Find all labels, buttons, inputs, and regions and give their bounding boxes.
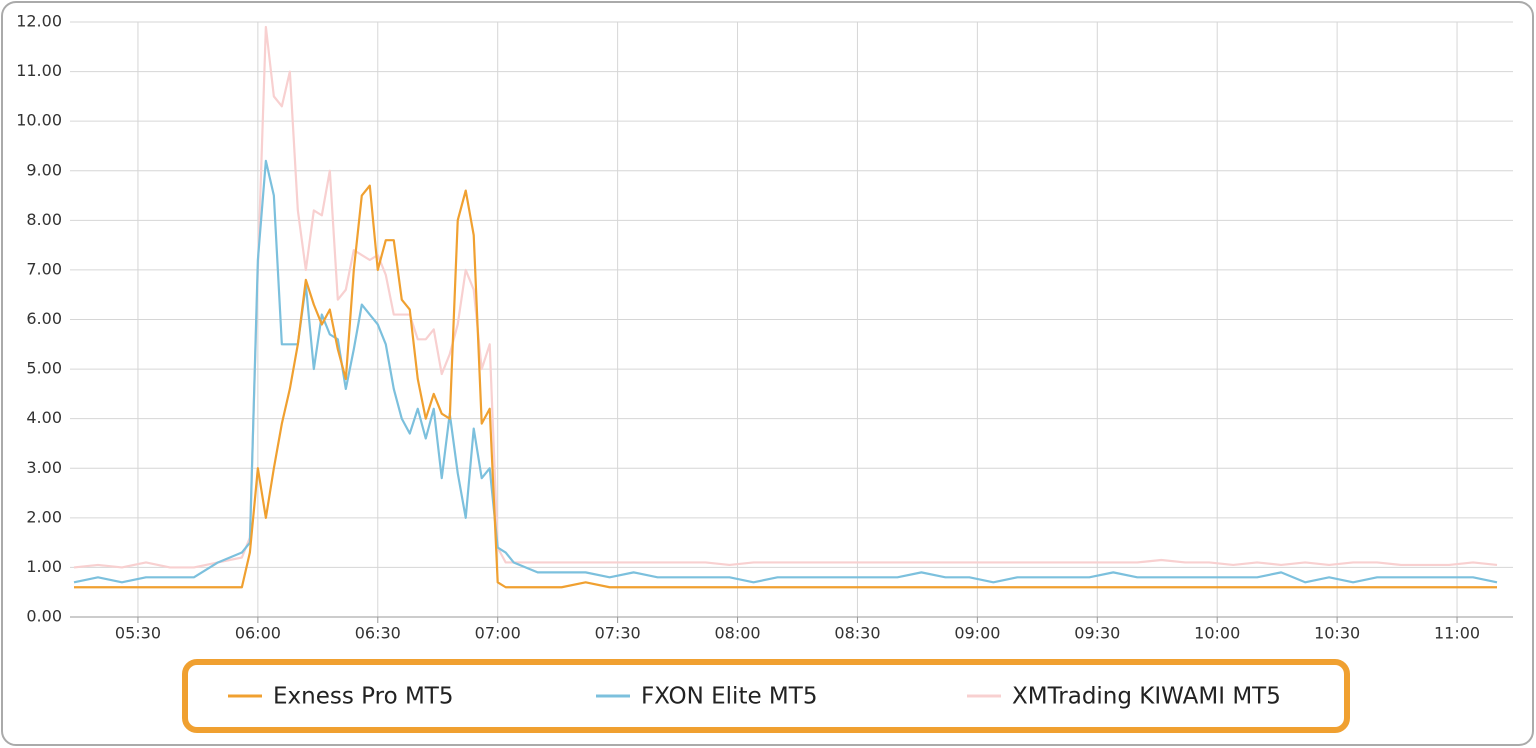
- series-line: [73, 159, 1498, 584]
- y-tick-label: 9.00: [26, 160, 62, 179]
- x-tick-label: 08:30: [834, 624, 880, 643]
- legend-box: [182, 659, 1350, 733]
- y-tick-label: 11.00: [16, 61, 62, 80]
- y-tick-label: 12.00: [16, 12, 62, 31]
- y-tick-label: 8.00: [26, 210, 62, 229]
- x-tick-label: 09:00: [954, 624, 1000, 643]
- x-tick-label: 10:30: [1314, 624, 1360, 643]
- y-tick-label: 4.00: [26, 408, 62, 427]
- y-tick-label: 0.00: [26, 607, 62, 626]
- y-tick-label: 5.00: [26, 359, 62, 378]
- series-line: [73, 184, 1498, 589]
- x-tick-label: 09:30: [1074, 624, 1120, 643]
- x-tick-label: 11:00: [1434, 624, 1480, 643]
- legend-label: Exness Pro MT5: [273, 684, 453, 710]
- y-tick-label: 7.00: [26, 259, 62, 278]
- x-tick-label: 06:00: [235, 624, 281, 643]
- x-tick-label: 05:30: [115, 624, 161, 643]
- x-tick-label: 07:00: [475, 624, 521, 643]
- x-tick-label: 10:00: [1194, 624, 1240, 643]
- x-tick-label: 08:00: [714, 624, 760, 643]
- y-tick-label: 6.00: [26, 309, 62, 328]
- x-tick-label: 07:30: [595, 624, 641, 643]
- legend-label: XMTrading KIWAMI MT5: [1012, 684, 1281, 710]
- y-tick-label: 2.00: [26, 507, 62, 526]
- y-tick-label: 10.00: [16, 111, 62, 130]
- legend-label: FXON Elite MT5: [641, 684, 817, 710]
- y-tick-label: 1.00: [26, 557, 62, 576]
- x-tick-label: 06:30: [355, 624, 401, 643]
- y-tick-label: 3.00: [26, 458, 62, 477]
